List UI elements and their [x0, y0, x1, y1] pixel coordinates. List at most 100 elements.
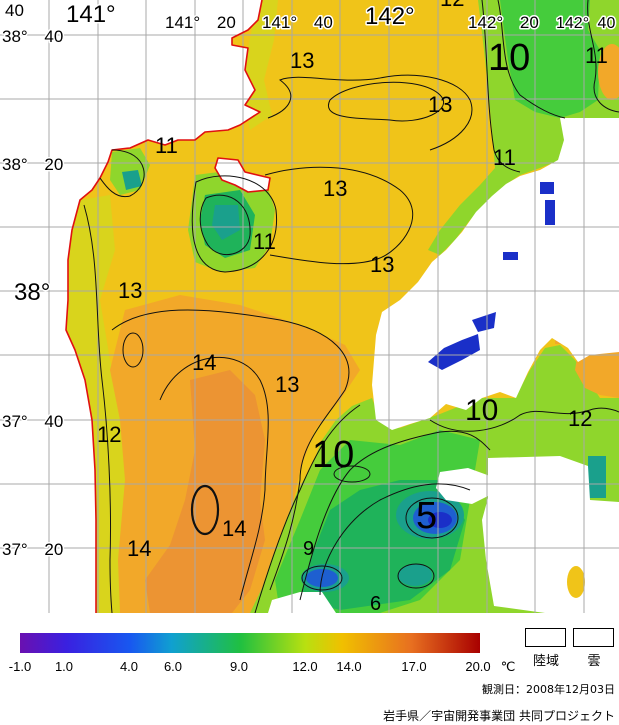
- sea-surface-10c-northeast: [500, 0, 600, 118]
- sea-surface-7c-oshika: [212, 205, 240, 240]
- isotherm-label: 12: [97, 422, 121, 447]
- isotherm-label: 13: [118, 278, 142, 303]
- sea-surface-15c: [145, 370, 265, 613]
- isotherm: [199, 194, 251, 255]
- cloud-area: [482, 456, 619, 613]
- isotherm-label: 10: [465, 394, 498, 427]
- isotherm-label: 9: [303, 538, 314, 560]
- mask-legend: 陸域 雲: [525, 628, 614, 669]
- isotherm-label: 13: [323, 176, 347, 201]
- longitude-labels: 40 141° 141° 20 141° 40 142° 142° 20 142…: [4, 0, 617, 34]
- isotherm: [327, 81, 444, 122]
- isotherm: [191, 175, 278, 273]
- isotherm-label: 10: [312, 434, 354, 476]
- colorbar-unit: ℃: [501, 659, 516, 674]
- isotherm-label: 13: [275, 372, 299, 397]
- isotherms: [83, 0, 619, 613]
- cloud-legend-label: 雲: [587, 654, 600, 669]
- isotherm: [267, 74, 473, 151]
- isotherm-label: 6: [370, 593, 381, 615]
- isotherm: [405, 497, 459, 539]
- coastline: [65, 0, 263, 613]
- oshika-coastline: [214, 157, 271, 193]
- isotherm: [83, 204, 113, 613]
- isotherm-label: 14: [222, 516, 246, 541]
- latitude-label: 38° 20: [2, 155, 63, 174]
- sea-surface-7c-edge: [588, 456, 606, 498]
- colorbar-tick-label: 6.0: [164, 659, 182, 674]
- sea-surface-cold-patch: [503, 252, 518, 260]
- latitude-label: 37° 40: [2, 412, 63, 431]
- colorbar-tick-label: 14.0: [336, 659, 361, 674]
- latitude-label: 38° 40: [2, 27, 63, 46]
- sea-surface-cold-patch: [540, 182, 554, 194]
- isotherm-label: 12: [568, 406, 592, 431]
- longitude-label: 142°: [365, 3, 415, 30]
- longitude-label: 141° 20: [165, 13, 236, 32]
- isotherm: [429, 407, 619, 432]
- sea-surface-warm-spot: [598, 44, 619, 100]
- colorbar-tick-label: 17.0: [401, 659, 426, 674]
- longitude-label: 40: [5, 1, 24, 20]
- isotherm-label: 11: [253, 229, 276, 254]
- sea-surface-13c-spot: [567, 566, 585, 598]
- isotherm: [190, 484, 220, 536]
- colorbar-tick-label: 4.0: [120, 659, 138, 674]
- isotherm: [319, 483, 471, 596]
- isotherm: [111, 309, 350, 591]
- sea-surface-12c-north-coast: [245, 0, 278, 130]
- land-swatch: [525, 628, 566, 647]
- isotherm: [497, 0, 566, 119]
- colorbar-tick-label: 20.0: [465, 659, 490, 674]
- graticule: [0, 0, 619, 613]
- isotherm-label: 13: [290, 48, 314, 73]
- isotherm: [587, 0, 619, 113]
- sst-map: 13 13 13 13 13 13 14 14 14 12 11 11 11 1…: [0, 0, 619, 615]
- isotherm: [264, 166, 414, 265]
- land-legend-label: 陸域: [533, 653, 559, 669]
- isotherm: [254, 404, 361, 613]
- longitude-label: 142° 20: [468, 13, 539, 32]
- isotherm-label: 11: [493, 145, 516, 170]
- colorbar: -1.0 1.0 4.0 6.0 9.0 12.0 14.0 17.0 20.0…: [9, 633, 516, 674]
- isotherm-label: 11: [585, 43, 608, 68]
- sea-surface-4c-pool: [428, 512, 452, 528]
- isotherm: [99, 149, 145, 198]
- sea-surface-cold-patch: [428, 334, 480, 370]
- cloud-area: [436, 468, 492, 504]
- isotherm-label: 10: [488, 37, 530, 79]
- colorbar-tick-label: 9.0: [230, 659, 248, 674]
- latitude-label: 38°: [14, 279, 50, 306]
- latitude-labels: 38° 40 38° 20 38° 37° 40 37° 20: [1, 26, 65, 561]
- colorbar-gradient: [20, 633, 480, 653]
- longitude-label: 141°: [66, 1, 116, 28]
- observation-date: 観測日：2008年12月03日: [482, 682, 615, 696]
- land-area: [0, 0, 262, 613]
- isotherm: [397, 563, 435, 589]
- cloud-swatch: [573, 628, 614, 647]
- longitude-label: 141° 40: [262, 13, 333, 32]
- colorbar-tick-label: 12.0: [292, 659, 317, 674]
- credit-line: 岩手県／宇宙開発事業団 共同プロジェクト: [383, 708, 615, 723]
- sea-surface-7c-bay: [122, 170, 142, 190]
- longitude-label: 142° 40: [556, 15, 615, 32]
- isotherm-label: 13: [370, 252, 394, 277]
- sea-surface-cold-patch: [472, 312, 496, 332]
- sea-surface-14c-east: [575, 352, 619, 398]
- isotherm: [481, 0, 521, 173]
- isotherm: [333, 465, 371, 483]
- isotherm-labels: 13 13 13 13 13 13 14 14 14 12 11 11 11 1…: [97, 0, 608, 615]
- isotherm: [122, 332, 144, 368]
- colorbar-tick-label: -1.0: [9, 659, 31, 674]
- isotherm: [299, 430, 491, 601]
- isotherm-label: 5: [416, 495, 437, 537]
- cloud-area: [268, 592, 336, 613]
- isotherm: [301, 565, 343, 591]
- isotherm-label: 14: [127, 536, 151, 561]
- cloud-area: [372, 118, 619, 430]
- isotherm: [159, 357, 269, 601]
- isotherm-label: 11: [155, 133, 178, 158]
- isotherm-label: 12: [440, 0, 464, 11]
- latitude-label: 37° 20: [2, 540, 63, 559]
